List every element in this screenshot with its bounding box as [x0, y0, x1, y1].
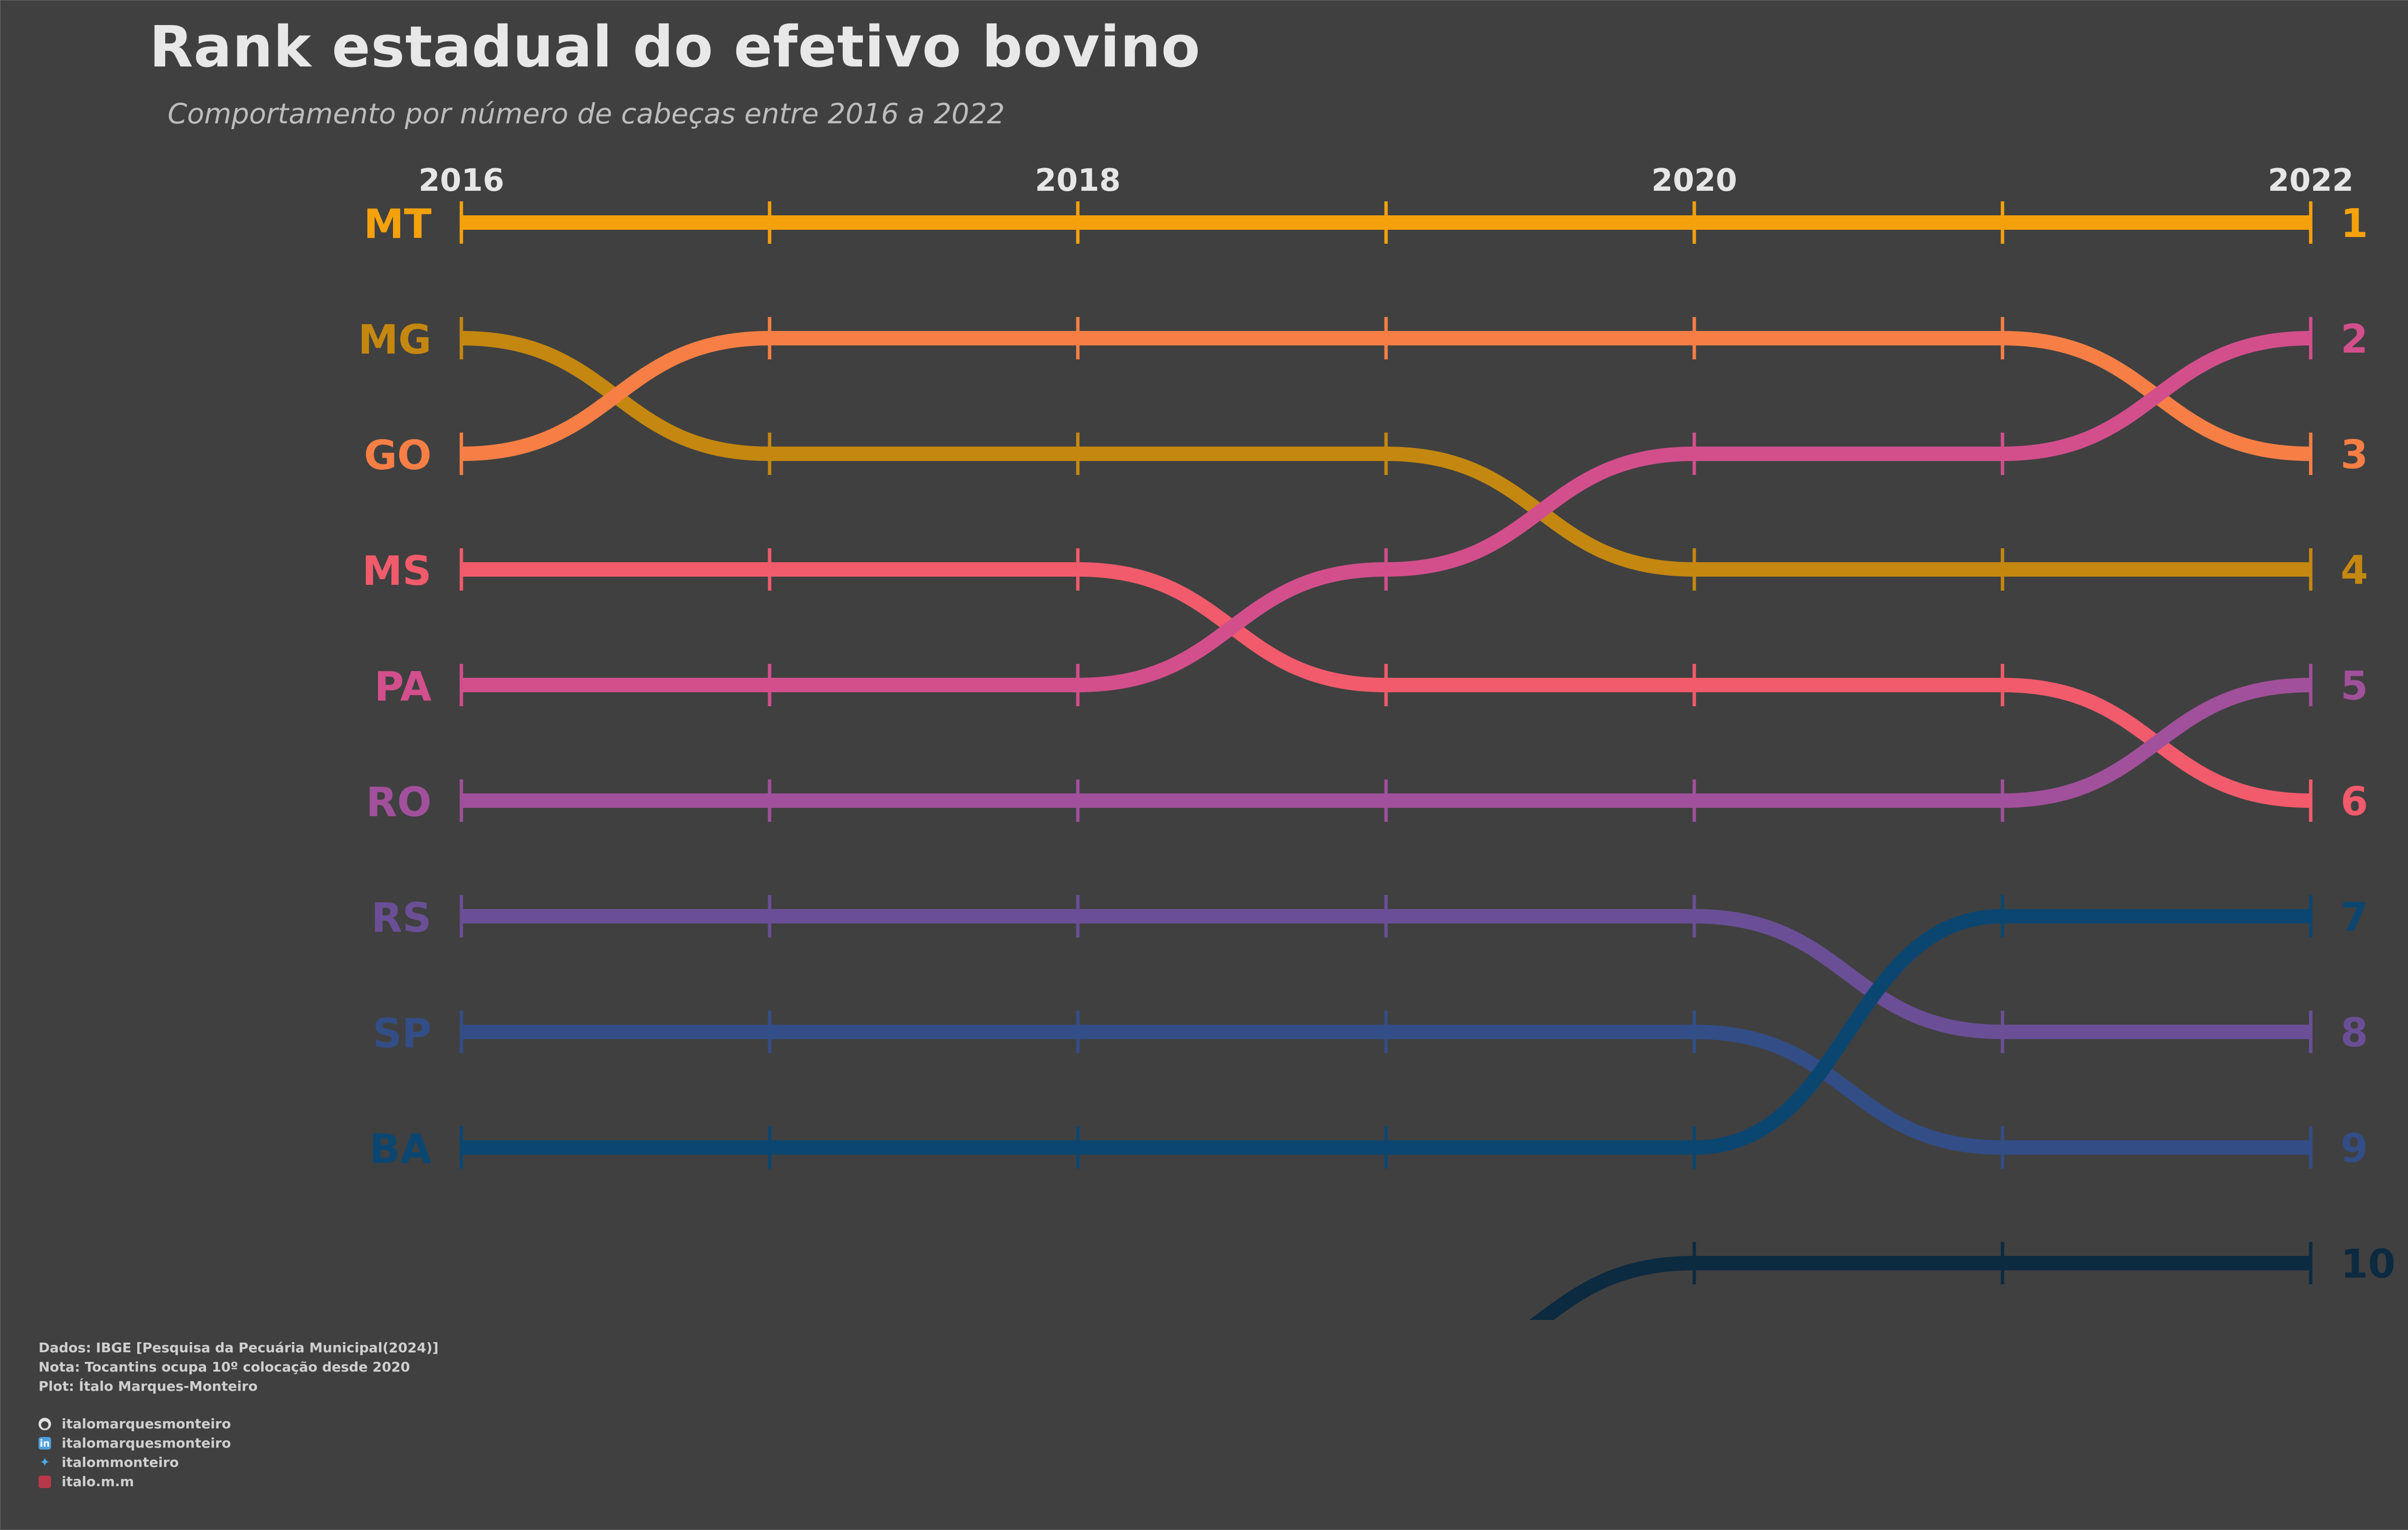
state-label-mt: MT [364, 200, 432, 248]
state-label-ro: RO [366, 778, 432, 826]
series-line-unnamed [1386, 1263, 2311, 1379]
state-label-ms: MS [362, 547, 432, 594]
caption-source: Dados: IBGE [Pesquisa da Pecuária Munici… [39, 1338, 439, 1358]
state-label-ba: BA [369, 1125, 432, 1173]
state-label-mg: MG [358, 316, 432, 363]
state-label-sp: SP [373, 1010, 432, 1057]
social-twitter[interactable]: ✦ italommonteiro [39, 1453, 231, 1472]
caption-author: Plot: Ítalo Marques-Monteiro [39, 1377, 439, 1396]
social-instagram[interactable]: italo.m.m [39, 1472, 231, 1491]
rank-label-3: 3 [2341, 432, 2368, 478]
rank-label-6: 6 [2341, 779, 2368, 825]
state-label-pa: PA [374, 663, 432, 710]
caption: Dados: IBGE [Pesquisa da Pecuária Munici… [39, 1338, 439, 1396]
rank-label-8: 8 [2341, 1010, 2368, 1056]
state-label-rs: RS [371, 894, 432, 941]
social-handle: italomarquesmonteiro [62, 1414, 231, 1434]
social-handle: italo.m.m [62, 1472, 134, 1491]
rank-label-7: 7 [2341, 895, 2368, 940]
instagram-icon [39, 1476, 51, 1488]
twitter-icon: ✦ [39, 1456, 51, 1469]
social-linkedin[interactable]: in italomarquesmonteiro [39, 1434, 231, 1453]
rank-label-1: 1 [2341, 201, 2368, 247]
year-label-2020: 2020 [1651, 163, 1737, 198]
rank-label-5: 5 [2341, 663, 2368, 709]
social-github[interactable]: ● italomarquesmonteiro [39, 1414, 231, 1434]
rank-label-10: 10 [2341, 1241, 2395, 1287]
social-handle: italomarquesmonteiro [62, 1434, 231, 1453]
state-label-go: GO [364, 432, 432, 479]
rank-label-9: 9 [2341, 1126, 2368, 1172]
year-label-2018: 2018 [1035, 163, 1121, 198]
series-line-pa [461, 338, 2311, 685]
year-label-2022: 2022 [2268, 163, 2354, 198]
caption-note: Nota: Tocantins ocupa 10º colocação desd… [39, 1358, 439, 1377]
rank-label-4: 4 [2341, 548, 2368, 594]
social-links: ● italomarquesmonteiro in italomarquesmo… [39, 1414, 231, 1491]
linkedin-icon: in [39, 1437, 51, 1450]
year-label-2016: 2016 [419, 163, 504, 198]
social-handle: italommonteiro [62, 1453, 179, 1472]
github-icon: ● [39, 1418, 51, 1430]
rank-label-2: 2 [2341, 317, 2368, 362]
